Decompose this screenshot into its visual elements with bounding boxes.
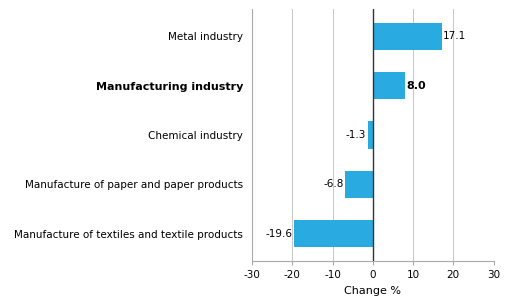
Text: -1.3: -1.3 bbox=[345, 130, 366, 140]
Bar bbox=[368, 122, 373, 148]
Bar bbox=[345, 171, 373, 198]
Bar bbox=[373, 22, 442, 50]
Bar bbox=[373, 72, 405, 99]
X-axis label: Change %: Change % bbox=[344, 286, 401, 296]
Text: 8.0: 8.0 bbox=[406, 81, 426, 91]
Bar bbox=[294, 220, 373, 247]
Text: 17.1: 17.1 bbox=[443, 31, 466, 41]
Text: -6.8: -6.8 bbox=[323, 179, 344, 189]
Text: -19.6: -19.6 bbox=[265, 229, 292, 239]
